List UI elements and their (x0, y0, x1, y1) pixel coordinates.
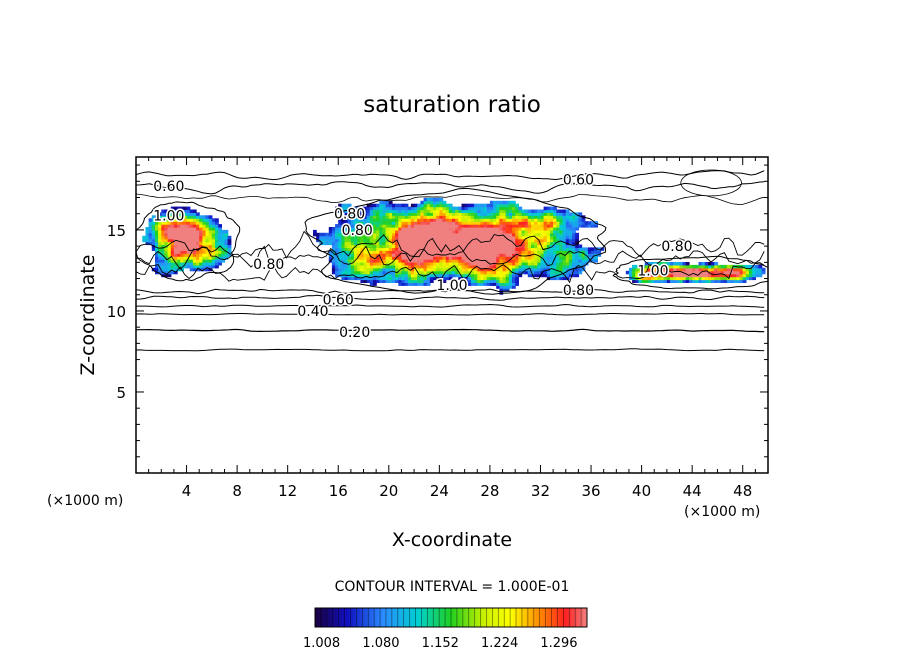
x-unit-right: (×1000 m) (684, 504, 760, 520)
x-tick-label: 40 (632, 482, 651, 500)
y-axis-label: Z-coordinate (77, 255, 99, 376)
chart-title: saturation ratio (363, 92, 541, 118)
contour-line (304, 187, 607, 295)
contour-label: 1.00 (153, 208, 184, 224)
contour-line (136, 201, 241, 282)
contour-labels: 0.601.000.800.600.400.200.800.801.00 0.80… (152, 171, 694, 342)
x-tick-label: 48 (733, 482, 752, 500)
contour-interval: CONTOUR INTERVAL = 1.000E-01 (335, 579, 570, 595)
colorbar-stripes (314, 608, 588, 627)
contour-line (136, 288, 765, 295)
contour-label: 0.80 (342, 223, 373, 239)
contour-label: 1.00 (436, 278, 467, 294)
colorbar-label: 1.008 (303, 636, 340, 651)
contour-line (136, 181, 765, 195)
contour-line (136, 328, 765, 333)
contour-line (680, 169, 742, 197)
saturation-field (142, 197, 766, 295)
contour-label: 0.80 (253, 257, 284, 273)
colorbar-label: 1.296 (540, 636, 577, 651)
x-tick-label: 12 (278, 482, 297, 500)
contour-label: 0.80 (661, 239, 692, 255)
contour-label: 0.80 (334, 207, 365, 223)
x-tick-label: 4 (182, 482, 192, 500)
colorbar-label: 1.080 (362, 636, 399, 651)
axis-ticks (136, 157, 768, 473)
contour-label: 0.60 (153, 179, 184, 195)
x-tick-label: 28 (480, 482, 499, 500)
contour-line (136, 245, 765, 270)
contour-label: 0.20 (339, 325, 370, 341)
contour-line (136, 294, 765, 301)
x-tick-label: 24 (430, 482, 449, 500)
y-tick-labels: 5 10 15 (107, 222, 126, 402)
contour-label: 0.40 (297, 304, 328, 320)
contour-lines (136, 169, 768, 352)
contour-line (136, 170, 765, 181)
contour-label: 0.80 (563, 283, 594, 299)
x-unit-left: (×1000 m) (47, 493, 123, 509)
x-tick-labels: 4 8 12 16 20 24 28 32 36 40 44 48 (182, 482, 752, 500)
contour-label: 0.60 (563, 173, 594, 189)
colorbar-label: 1.224 (481, 636, 518, 651)
x-tick-label: 32 (531, 482, 550, 500)
x-axis-label: X-coordinate (392, 529, 512, 551)
contour-line (136, 312, 765, 316)
x-tick-label: 16 (329, 482, 348, 500)
x-tick-label: 36 (581, 482, 600, 500)
colorbar-labels: 1.008 1.080 1.152 1.224 1.296 (303, 636, 578, 651)
contour-line (612, 255, 768, 290)
y-tick-label: 15 (107, 222, 126, 240)
contour-label: 0.60 (323, 293, 354, 309)
x-tick-label: 44 (683, 482, 702, 500)
x-tick-label: 8 (232, 482, 242, 500)
contour-line (136, 303, 765, 308)
contour-line (136, 348, 765, 352)
contour-line (136, 230, 765, 259)
x-tick-label: 20 (379, 482, 398, 500)
y-tick-label: 5 (116, 384, 126, 402)
colorbar-label: 1.152 (422, 636, 459, 651)
y-tick-label: 10 (107, 303, 126, 321)
contour-line (136, 193, 765, 205)
contour-label: 1.00 (637, 263, 668, 279)
contour-line (136, 262, 765, 284)
